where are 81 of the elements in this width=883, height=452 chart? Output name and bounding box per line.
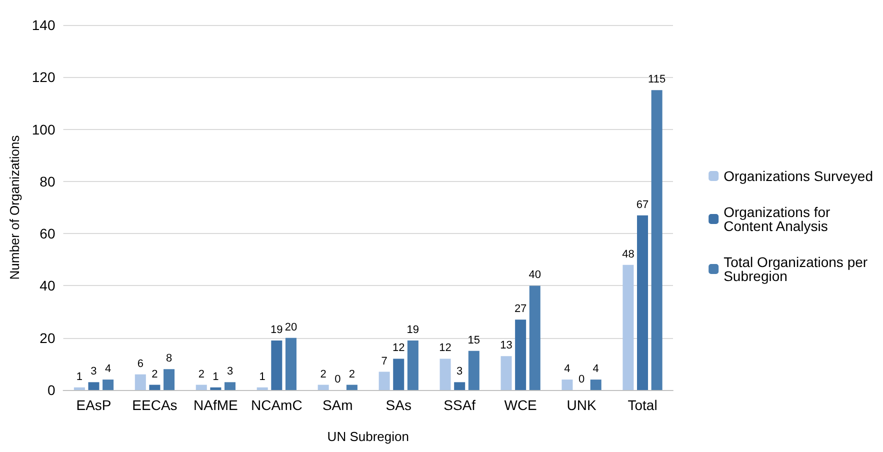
- y-tick-label: 80: [40, 173, 56, 190]
- data-label: 8: [166, 352, 172, 365]
- bar: [318, 384, 329, 390]
- x-tick-label: WCE: [504, 397, 537, 413]
- x-tick-label: SSAf: [444, 397, 476, 413]
- x-tick-label: NAfME: [194, 397, 238, 413]
- y-axis-title: Number of Organizations: [7, 134, 22, 280]
- data-label: 20: [284, 321, 298, 334]
- data-label: 1: [212, 370, 219, 383]
- bar: [102, 380, 114, 390]
- bar: [468, 350, 480, 390]
- bar: [562, 380, 573, 390]
- y-tick-label: 140: [32, 17, 56, 33]
- bar: [88, 382, 100, 390]
- bar: [515, 320, 526, 390]
- bar: [164, 369, 175, 390]
- data-label: 115: [648, 74, 666, 86]
- data-label: 1: [259, 370, 266, 383]
- data-label: 2: [152, 368, 158, 380]
- data-label: 7: [381, 355, 388, 368]
- legend-label: Total Organizations per Subregion: [724, 254, 868, 284]
- bar: [378, 372, 390, 390]
- data-label: 67: [636, 198, 649, 211]
- bar: [149, 384, 160, 390]
- data-label: 2: [198, 368, 204, 380]
- bar: [134, 374, 146, 390]
- data-label: 3: [90, 366, 97, 378]
- bar: [637, 215, 648, 390]
- data-label: 48: [622, 248, 634, 260]
- data-label: 2: [348, 368, 356, 380]
- bar: [74, 387, 85, 390]
- data-label: 12: [392, 342, 405, 354]
- data-label: 6: [137, 358, 144, 370]
- data-label: 3: [226, 366, 234, 378]
- data-label: 19: [406, 324, 420, 336]
- x-tick-label: EAsP: [76, 397, 112, 413]
- x-tick-label: EECAs: [132, 397, 178, 413]
- bar: [590, 380, 602, 390]
- data-label: 19: [270, 324, 283, 336]
- data-label: 1: [76, 370, 82, 383]
- y-tick-label: 20: [40, 330, 56, 346]
- bar: [256, 387, 268, 390]
- bar: [393, 358, 404, 390]
- y-tick-label: 120: [32, 69, 56, 86]
- x-tick-label: SAs: [386, 397, 412, 413]
- legend-label: Organizations Surveyed: [724, 168, 874, 184]
- bar: [224, 382, 236, 390]
- data-label: 15: [468, 334, 480, 346]
- data-label: 13: [500, 340, 512, 352]
- y-tick-label: 0: [47, 382, 56, 398]
- bar: [196, 384, 207, 390]
- bar: [210, 387, 222, 390]
- data-label: 12: [439, 342, 452, 354]
- data-label: 0: [334, 374, 341, 386]
- bar: [529, 286, 540, 390]
- bar: [440, 358, 451, 390]
- y-tick-label: 100: [32, 121, 56, 138]
- data-label: 40: [528, 269, 541, 282]
- data-label: 4: [564, 363, 570, 376]
- x-tick-label: Total: [628, 397, 658, 413]
- bar: [285, 338, 296, 390]
- y-tick-label: 60: [40, 226, 56, 242]
- x-tick-label: SAm: [322, 397, 353, 413]
- data-label: 27: [514, 303, 527, 316]
- data-label: 0: [578, 374, 585, 386]
- data-label: 4: [104, 363, 112, 376]
- data-label: 3: [456, 366, 463, 378]
- data-label: 4: [592, 363, 599, 376]
- bar: [407, 340, 418, 390]
- y-tick-label: 40: [40, 278, 56, 294]
- x-axis-title: UN Subregion: [327, 429, 409, 444]
- bar: [271, 340, 282, 390]
- x-tick-label: NCAmC: [250, 397, 302, 413]
- bar: [651, 90, 662, 390]
- bar: [346, 384, 358, 390]
- bar: [500, 356, 512, 390]
- legend-label: Organizations for Content Analysis: [724, 204, 831, 234]
- bar: [454, 382, 466, 390]
- x-tick-label: UNK: [566, 397, 597, 413]
- bar: [622, 264, 634, 390]
- data-label: 2: [320, 368, 326, 380]
